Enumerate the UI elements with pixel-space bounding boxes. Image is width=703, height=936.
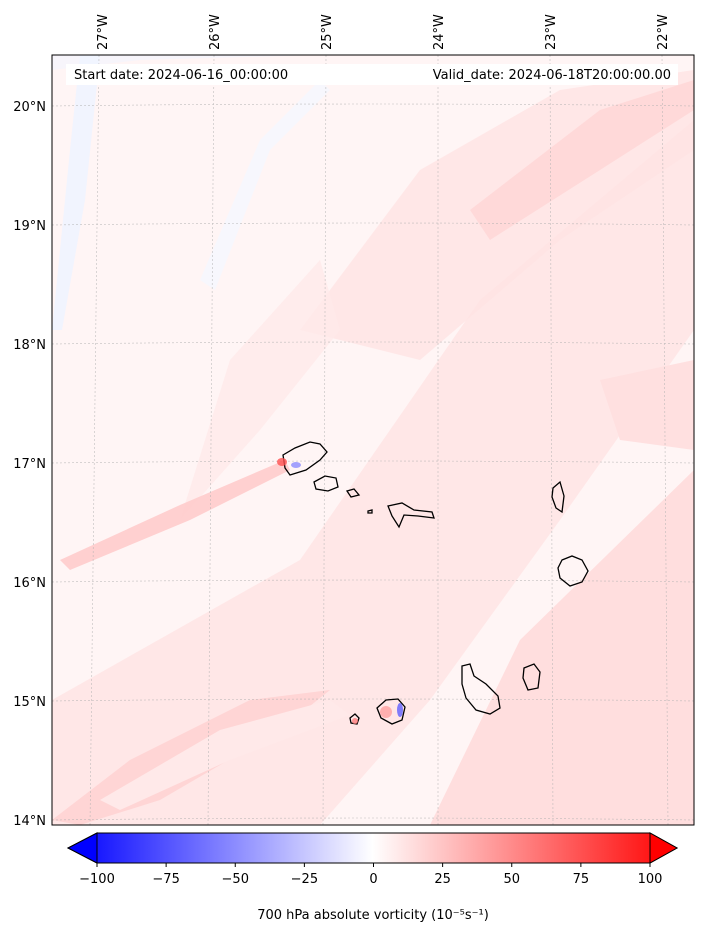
island-fogo bbox=[376, 698, 406, 725]
longitude-labels: 27°W 26°W 25°W 24°W 23°W 22°W bbox=[96, 14, 671, 50]
gridlines bbox=[52, 55, 694, 825]
colorbar-max-extend bbox=[649, 832, 679, 864]
lat-label: 20°N bbox=[13, 100, 46, 115]
colorbar-min-extend bbox=[66, 832, 98, 864]
colorbar: −100 −75 −50 −25 0 25 50 75 100 700 hPa absolute… bbox=[66, 832, 679, 923]
island-maio bbox=[522, 663, 541, 691]
lat-label: 17°N bbox=[13, 457, 46, 472]
start-date-text: Start date: 2024-06-16_00:00:00 bbox=[74, 68, 288, 83]
colorbar-tick-label: 50 bbox=[503, 872, 520, 887]
colorbar-tick-label: 100 bbox=[638, 872, 663, 887]
lat-label: 15°N bbox=[13, 695, 46, 710]
vorticity-field bbox=[52, 55, 694, 825]
map-frame bbox=[51, 54, 695, 826]
island-vorticity-features bbox=[277, 458, 403, 724]
colorbar-tick-label: 0 bbox=[369, 872, 377, 887]
lon-label: 23°W bbox=[544, 14, 559, 50]
lat-label: 16°N bbox=[13, 576, 46, 591]
colorbar-tick-label: −50 bbox=[222, 872, 249, 887]
valid-date-text: Valid_date: 2024-06-18T20:00:00.00 bbox=[433, 68, 671, 83]
island-sal bbox=[551, 480, 565, 514]
colorbar-tick-label: 25 bbox=[434, 872, 451, 887]
colorbar-bar bbox=[66, 832, 679, 864]
lon-label: 24°W bbox=[432, 14, 447, 50]
colorbar-tick-label: −25 bbox=[291, 872, 318, 887]
lat-label: 14°N bbox=[13, 814, 46, 829]
island-santiago bbox=[461, 663, 501, 715]
lat-label: 18°N bbox=[13, 338, 46, 353]
island-sao-nicolau bbox=[387, 502, 435, 529]
colorbar-ticks: −100 −75 −50 −25 0 25 50 75 100 bbox=[79, 863, 662, 887]
latitude-labels: 20°N 19°N 18°N 17°N 16°N 15°N 14°N bbox=[13, 100, 46, 829]
lon-label: 25°W bbox=[320, 14, 335, 50]
island-santo-antao bbox=[282, 441, 328, 476]
island-santa-luzia bbox=[345, 488, 361, 498]
colorbar-label: 700 hPa absolute vorticity (10⁻⁵s⁻¹) bbox=[257, 908, 489, 923]
lon-label: 27°W bbox=[96, 14, 111, 50]
island-boa-vista bbox=[557, 555, 589, 587]
lon-label: 26°W bbox=[208, 14, 223, 50]
map-plot-area: Start date: 2024-06-16_00:00:00 Valid_da… bbox=[52, 55, 694, 825]
colorbar-tick-label: −100 bbox=[79, 872, 115, 887]
colorbar-tick-label: 75 bbox=[573, 872, 590, 887]
lon-label: 22°W bbox=[656, 14, 671, 50]
info-box bbox=[66, 64, 678, 85]
island-sao-vicente bbox=[313, 475, 339, 492]
island-branco bbox=[367, 509, 373, 514]
island-outlines bbox=[282, 441, 589, 725]
lat-label: 19°N bbox=[13, 219, 46, 234]
colorbar-tick-label: −75 bbox=[152, 872, 179, 887]
